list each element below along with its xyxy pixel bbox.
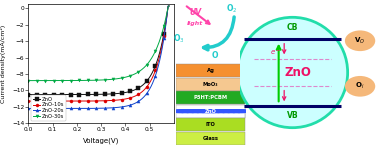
Ellipse shape bbox=[345, 30, 375, 51]
ZnO-10s bbox=[145, 86, 149, 88]
Text: UV: UV bbox=[189, 8, 201, 17]
FancyBboxPatch shape bbox=[177, 118, 245, 131]
Line: ZnO-10s: ZnO-10s bbox=[27, 4, 170, 103]
ZnO bbox=[145, 80, 149, 82]
ZnO bbox=[109, 93, 114, 95]
ZnO-20s bbox=[110, 107, 115, 109]
Circle shape bbox=[224, 110, 238, 113]
ZnO-30s bbox=[26, 80, 31, 81]
ZnO-10s bbox=[166, 5, 171, 7]
FancyBboxPatch shape bbox=[177, 64, 245, 77]
Text: ITO: ITO bbox=[206, 122, 216, 127]
Circle shape bbox=[188, 110, 202, 113]
ZnO-30s bbox=[166, 5, 171, 7]
Text: light: light bbox=[187, 21, 203, 26]
ZnO-10s bbox=[110, 100, 115, 101]
ZnO-20s bbox=[26, 108, 31, 109]
Circle shape bbox=[219, 110, 233, 113]
Line: ZnO-30s: ZnO-30s bbox=[27, 4, 170, 82]
ZnO-20s bbox=[167, 5, 171, 7]
FancyBboxPatch shape bbox=[177, 105, 245, 118]
Legend: ZnO, ZnO-10s, ZnO-20s, ZnO-30s: ZnO, ZnO-10s, ZnO-20s, ZnO-30s bbox=[31, 95, 66, 121]
ZnO-20s bbox=[26, 108, 31, 109]
ZnO-10s bbox=[167, 5, 171, 7]
ZnO bbox=[26, 94, 31, 95]
Text: Ag: Ag bbox=[207, 68, 215, 73]
ZnO-20s bbox=[145, 92, 149, 94]
ZnO bbox=[153, 64, 158, 65]
ZnO bbox=[167, 5, 171, 7]
Text: e$^-$: e$^-$ bbox=[270, 48, 281, 57]
FancyBboxPatch shape bbox=[177, 78, 245, 91]
ZnO-30s bbox=[26, 80, 31, 81]
ZnO bbox=[110, 93, 115, 95]
FancyBboxPatch shape bbox=[177, 91, 245, 104]
ZnO bbox=[112, 93, 117, 95]
ZnO-20s bbox=[153, 74, 158, 75]
FancyArrowPatch shape bbox=[204, 17, 234, 50]
Text: ZnO: ZnO bbox=[285, 66, 311, 79]
ZnO-10s bbox=[26, 100, 31, 102]
ZnO-30s bbox=[112, 78, 117, 80]
Text: Glass: Glass bbox=[203, 136, 219, 141]
ZnO-30s bbox=[153, 49, 158, 51]
ZnO-30s bbox=[145, 64, 149, 66]
Circle shape bbox=[173, 110, 187, 113]
Text: VB: VB bbox=[287, 111, 298, 120]
Ellipse shape bbox=[345, 76, 375, 97]
ZnO-30s bbox=[167, 5, 171, 7]
FancyBboxPatch shape bbox=[177, 105, 245, 118]
Line: ZnO-20s: ZnO-20s bbox=[27, 4, 170, 110]
Text: O$_3$: O$_3$ bbox=[173, 32, 184, 45]
Circle shape bbox=[198, 110, 212, 113]
ZnO-20s bbox=[112, 107, 117, 109]
ZnO-20s bbox=[109, 107, 114, 109]
ZnO-10s bbox=[26, 100, 31, 102]
ZnO bbox=[166, 5, 171, 7]
Text: CB: CB bbox=[287, 23, 298, 32]
Text: ZnO: ZnO bbox=[205, 109, 217, 114]
Circle shape bbox=[214, 110, 228, 113]
X-axis label: Voltage(V): Voltage(V) bbox=[83, 138, 119, 144]
Circle shape bbox=[178, 110, 192, 113]
Circle shape bbox=[204, 110, 218, 113]
ZnO bbox=[26, 94, 31, 95]
ZnO-10s bbox=[109, 100, 114, 101]
Text: O$_2$: O$_2$ bbox=[226, 3, 238, 15]
ZnO-20s bbox=[166, 5, 170, 7]
Text: V$_O$: V$_O$ bbox=[355, 36, 366, 46]
ZnO-10s bbox=[112, 99, 117, 101]
Circle shape bbox=[234, 110, 248, 113]
Y-axis label: Current density(mA/cm²): Current density(mA/cm²) bbox=[0, 25, 6, 103]
ZnO-30s bbox=[110, 78, 115, 80]
Text: O$_i$: O$_i$ bbox=[355, 81, 365, 91]
ZnO-10s bbox=[153, 68, 158, 70]
FancyBboxPatch shape bbox=[177, 132, 245, 145]
Text: MoO₃: MoO₃ bbox=[203, 82, 218, 87]
Circle shape bbox=[209, 110, 223, 113]
Text: P3HT:PCBM: P3HT:PCBM bbox=[194, 95, 228, 100]
Text: O: O bbox=[212, 51, 218, 60]
Circle shape bbox=[237, 17, 348, 128]
Circle shape bbox=[183, 110, 197, 113]
ZnO-30s bbox=[109, 78, 114, 80]
Circle shape bbox=[194, 110, 208, 113]
Line: ZnO: ZnO bbox=[27, 4, 170, 96]
Circle shape bbox=[229, 110, 243, 113]
